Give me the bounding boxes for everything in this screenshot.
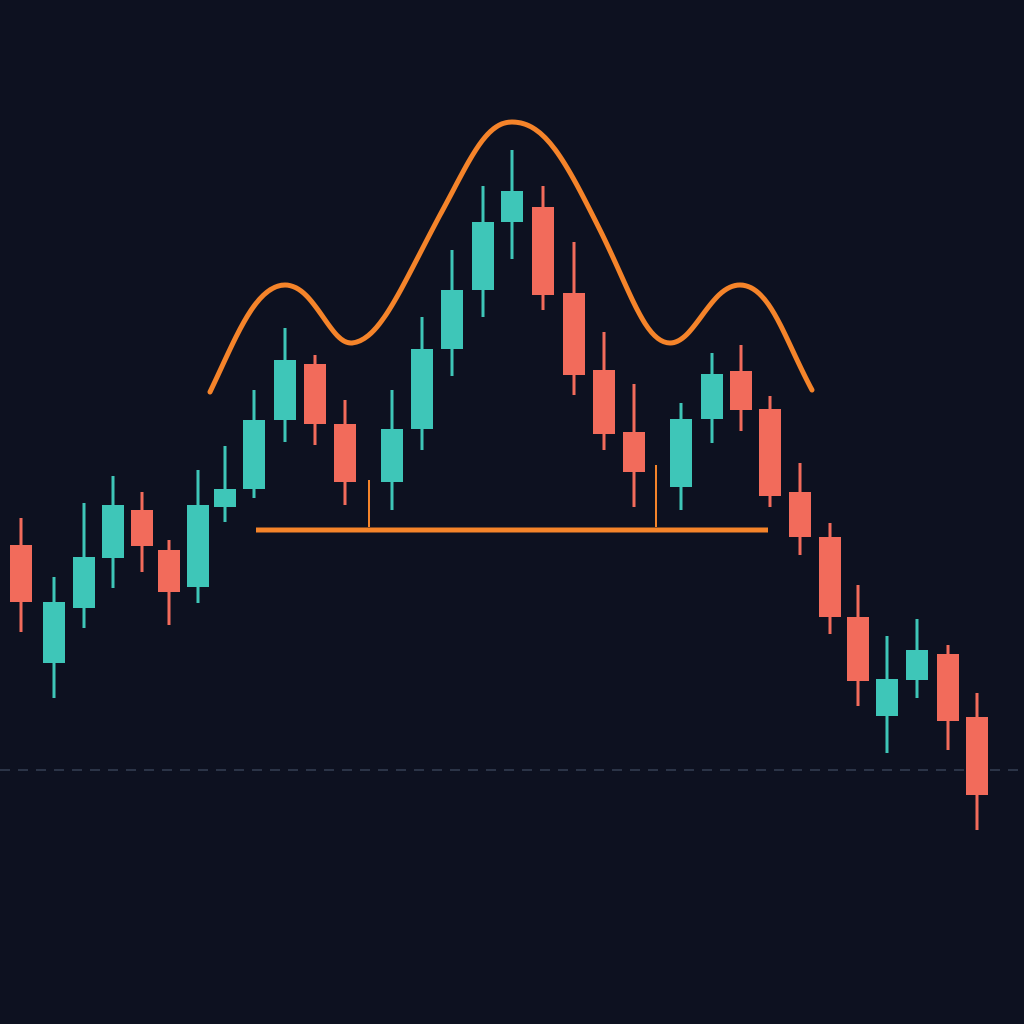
candle-body [670, 419, 692, 487]
candle-body [847, 617, 869, 681]
candle-body [158, 550, 180, 592]
candle-body [623, 432, 645, 472]
candle-body [472, 222, 494, 290]
candle-body [304, 364, 326, 424]
candle-body [411, 349, 433, 429]
candle-body [334, 424, 356, 482]
candle-body [532, 207, 554, 295]
candle-body [730, 371, 752, 410]
candle-body [274, 360, 296, 420]
candle-body [441, 290, 463, 349]
candle-body [43, 602, 65, 663]
head-shoulders-outline [207, 119, 815, 395]
candle-body [187, 505, 209, 587]
candle-body [243, 420, 265, 489]
candle-body [966, 717, 988, 795]
candle-body [789, 492, 811, 537]
candle-body [876, 679, 898, 716]
candle-body [73, 557, 95, 608]
candle-body [819, 537, 841, 617]
candle-body [906, 650, 928, 680]
candle-body [10, 545, 32, 602]
candle-body [214, 489, 236, 507]
candle-body [759, 409, 781, 496]
candle-body [102, 505, 124, 558]
candle-body [381, 429, 403, 482]
candle-body [563, 293, 585, 375]
candle-body [937, 654, 959, 721]
candle-body [501, 191, 523, 222]
candle-body [593, 370, 615, 434]
candle-body [131, 510, 153, 546]
candle-body [701, 374, 723, 419]
